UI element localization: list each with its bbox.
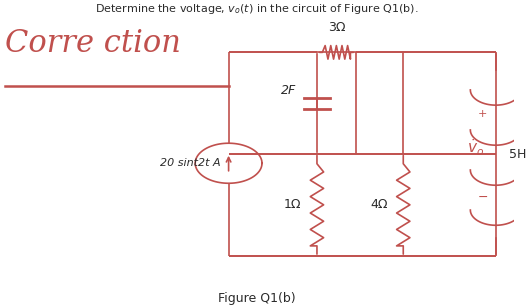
Text: 2F: 2F: [281, 84, 296, 97]
Text: 20 sint2t A: 20 sint2t A: [160, 158, 221, 168]
Text: 4Ω: 4Ω: [370, 198, 388, 211]
Text: Determine the voltage, $v_o(t)$ in the circuit of Figure Q1(b).: Determine the voltage, $v_o(t)$ in the c…: [95, 2, 418, 15]
Text: 3Ω: 3Ω: [328, 21, 345, 34]
Text: −: −: [477, 191, 488, 204]
Text: 5H: 5H: [509, 148, 526, 160]
Text: Corre ction: Corre ction: [5, 28, 181, 59]
Text: $\dot{v}_o$: $\dot{v}_o$: [466, 138, 484, 158]
Text: +: +: [478, 109, 487, 119]
Text: 1Ω: 1Ω: [284, 198, 301, 211]
Text: Figure Q1(b): Figure Q1(b): [218, 292, 296, 305]
